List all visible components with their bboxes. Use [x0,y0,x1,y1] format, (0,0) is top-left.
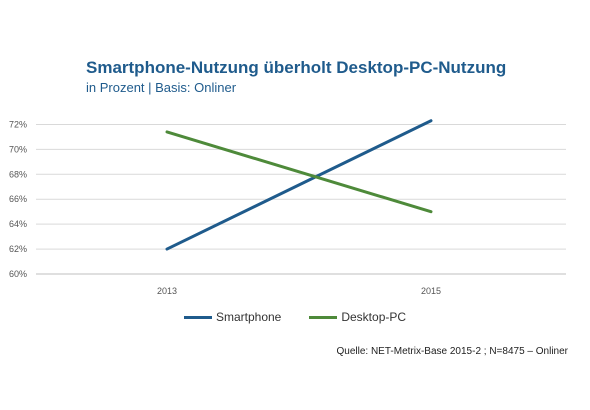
legend-label-smartphone: Smartphone [215,310,282,324]
legend-item-desktop-pc: Desktop-PC [309,310,406,324]
legend-label-desktop-pc: Desktop-PC [341,310,407,324]
series-line-desktop-pc [165,130,433,214]
chart-subtitle: in Prozent | Basis: Onliner [86,80,237,95]
chart-title: Smartphone-Nutzung überholt Desktop-PC-N… [86,58,507,77]
series-line-smartphone [165,119,433,251]
y-tick-label: 60% [9,269,27,279]
y-tick-label: 68% [9,169,27,179]
line-chart: 60% 62% 64% 66% 68% 70% 72% 2013 2015 [9,119,566,296]
x-tick-label: 2013 [157,286,177,296]
chart-legend: Smartphone Desktop-PC [0,310,590,324]
legend-swatch-desktop-pc [309,315,338,319]
y-tick-label: 70% [9,144,27,154]
legend-item-smartphone: Smartphone [183,310,282,324]
y-tick-label: 66% [9,194,27,204]
y-tick-label: 72% [9,119,27,129]
x-tick-label: 2015 [421,286,441,296]
source-note: Quelle: NET-Metrix-Base 2015-2 ; N=8475 … [336,346,569,357]
legend-swatch-smartphone [183,315,212,319]
y-tick-label: 64% [9,219,27,229]
y-tick-label: 62% [9,244,27,254]
